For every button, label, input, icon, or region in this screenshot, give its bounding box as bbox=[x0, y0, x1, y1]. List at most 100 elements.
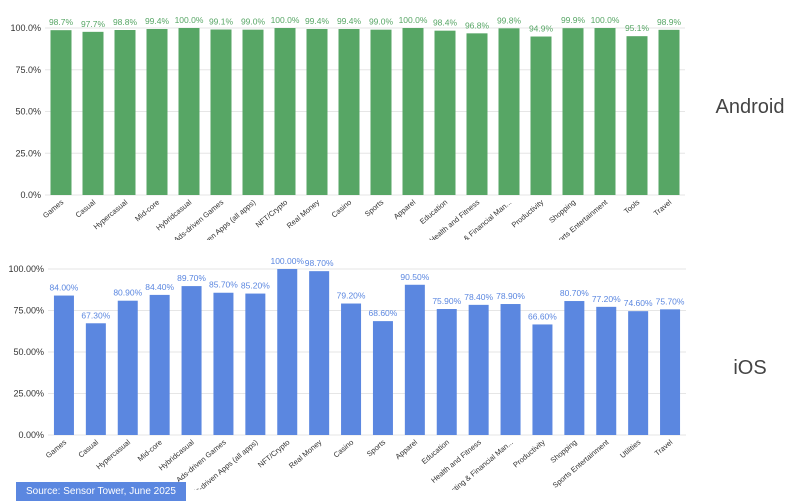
android-y-tick-label: 25.0% bbox=[15, 148, 41, 158]
android-bar bbox=[402, 28, 424, 195]
ios-bar bbox=[660, 309, 681, 435]
ios-bar bbox=[500, 304, 521, 435]
android-bar bbox=[82, 31, 104, 195]
ios-value-label: 84.40% bbox=[145, 282, 174, 292]
android-category-label: Productivity bbox=[510, 197, 546, 229]
ios-bar bbox=[468, 304, 489, 435]
ios-category-label: Games bbox=[44, 437, 68, 460]
ios-value-label: 75.90% bbox=[432, 296, 461, 306]
android-bar bbox=[306, 29, 328, 196]
ios-category-label: Casual bbox=[76, 437, 100, 459]
android-bar bbox=[370, 29, 392, 196]
ios-bar bbox=[372, 321, 393, 435]
android-bar bbox=[210, 29, 232, 195]
android-category-label: Real Money bbox=[285, 197, 322, 230]
android-platform-label: Android bbox=[715, 96, 785, 118]
android-value-label: 98.4% bbox=[433, 18, 458, 28]
android-bar bbox=[114, 30, 136, 196]
ios-value-label: 77.20% bbox=[592, 294, 621, 304]
android-bar bbox=[338, 29, 360, 196]
ios-value-label: 85.20% bbox=[241, 281, 270, 291]
android-category-label: Casino bbox=[330, 198, 354, 220]
ios-value-label: 68.60% bbox=[369, 308, 398, 318]
ios-bar bbox=[117, 300, 138, 435]
android-value-label: 99.4% bbox=[145, 16, 170, 26]
ios-platform-label: iOS bbox=[733, 357, 767, 379]
ios-value-label: 85.70% bbox=[209, 280, 238, 290]
android-value-label: 96.8% bbox=[465, 20, 490, 30]
ios-bar bbox=[149, 294, 170, 435]
ios-bar bbox=[85, 323, 106, 435]
android-value-label: 98.8% bbox=[113, 17, 138, 27]
android-value-label: 94.9% bbox=[529, 24, 554, 34]
android-value-label: 99.8% bbox=[497, 15, 522, 25]
android-chart: 0.0% 25.0% 50.0% 75.0% 100.0% 98.7% Games 97.7%… bbox=[0, 0, 700, 264]
ios-y-tick-label: 100.00% bbox=[8, 264, 44, 274]
android-category-label: Mid-core bbox=[133, 198, 161, 224]
ios-bar bbox=[53, 295, 74, 435]
ios-bar bbox=[245, 293, 266, 435]
ios-bar bbox=[277, 269, 298, 435]
ios-category-label: Travel bbox=[653, 437, 675, 457]
ios-y-tick-label: 75.00% bbox=[13, 306, 44, 316]
android-category-label: Sports bbox=[363, 197, 386, 218]
android-bar bbox=[242, 29, 264, 196]
android-value-label: 100.0% bbox=[175, 15, 204, 25]
ios-category-label: Mid-core bbox=[136, 438, 164, 464]
ios-category-label: Sports bbox=[365, 437, 388, 458]
ios-bar bbox=[532, 324, 553, 435]
android-value-label: 99.4% bbox=[337, 16, 362, 26]
android-value-label: 99.0% bbox=[369, 17, 394, 27]
android-category-label: Tools bbox=[622, 197, 641, 215]
ios-value-label: 78.40% bbox=[464, 292, 493, 302]
android-bar bbox=[626, 36, 648, 195]
ios-value-label: 89.70% bbox=[177, 273, 206, 283]
android-bar bbox=[50, 30, 72, 195]
ios-value-label: 84.00% bbox=[50, 283, 79, 293]
ios-y-tick-label: 50.00% bbox=[13, 347, 44, 357]
android-bar bbox=[658, 29, 680, 195]
android-value-label: 97.7% bbox=[81, 19, 106, 29]
android-value-label: 99.0% bbox=[241, 17, 266, 27]
android-value-label: 100.0% bbox=[399, 15, 428, 25]
ios-chart: 0.00% 25.00% 50.00% 75.00% 100.00% 84.00% Game… bbox=[0, 252, 700, 504]
android-value-label: 98.9% bbox=[657, 17, 682, 27]
ios-category-label: Hypercasual bbox=[94, 437, 132, 471]
ios-value-label: 74.60% bbox=[624, 298, 653, 308]
android-value-label: 98.7% bbox=[49, 17, 74, 27]
ios-value-label: 78.90% bbox=[496, 291, 525, 301]
ios-value-label: 90.50% bbox=[400, 272, 429, 282]
android-bar bbox=[562, 28, 584, 196]
ios-bar bbox=[341, 303, 362, 435]
ios-category-label: NFT/Crypto bbox=[256, 438, 291, 470]
ios-category-label: Productivity bbox=[511, 437, 547, 469]
android-category-label: NFT/Crypto bbox=[254, 198, 289, 230]
android-y-tick-label: 75.0% bbox=[15, 65, 41, 75]
ios-category-label: Education bbox=[420, 438, 451, 466]
ios-value-label: 80.70% bbox=[560, 288, 589, 298]
android-category-label: Hypercasual bbox=[92, 197, 130, 231]
android-category-label: Games bbox=[41, 197, 65, 220]
ios-bar bbox=[404, 284, 425, 435]
android-value-label: 99.1% bbox=[209, 17, 234, 27]
ios-value-label: 80.90% bbox=[113, 288, 142, 298]
ios-bar bbox=[213, 292, 234, 435]
android-value-label: 95.1% bbox=[625, 23, 650, 33]
ios-value-label: 75.70% bbox=[656, 296, 685, 306]
ios-category-label: Shopping bbox=[549, 438, 579, 465]
android-bar bbox=[146, 29, 168, 196]
ios-bar bbox=[436, 309, 457, 435]
ios-category-label: Apparel bbox=[394, 437, 420, 461]
android-category-label: Shopping bbox=[547, 198, 577, 225]
ios-value-label: 100.00% bbox=[270, 256, 304, 266]
android-bar bbox=[594, 28, 616, 195]
android-bar bbox=[434, 30, 456, 196]
android-bar bbox=[498, 28, 520, 195]
ios-category-label: Real Money bbox=[287, 437, 324, 470]
ios-category-label: Casino bbox=[332, 438, 356, 460]
android-value-label: 100.0% bbox=[271, 15, 300, 25]
android-category-label: Travel bbox=[652, 197, 674, 217]
android-y-tick-label: 0.0% bbox=[20, 190, 41, 200]
android-category-label: Apparel bbox=[392, 197, 418, 221]
ios-value-label: 79.20% bbox=[337, 291, 366, 301]
